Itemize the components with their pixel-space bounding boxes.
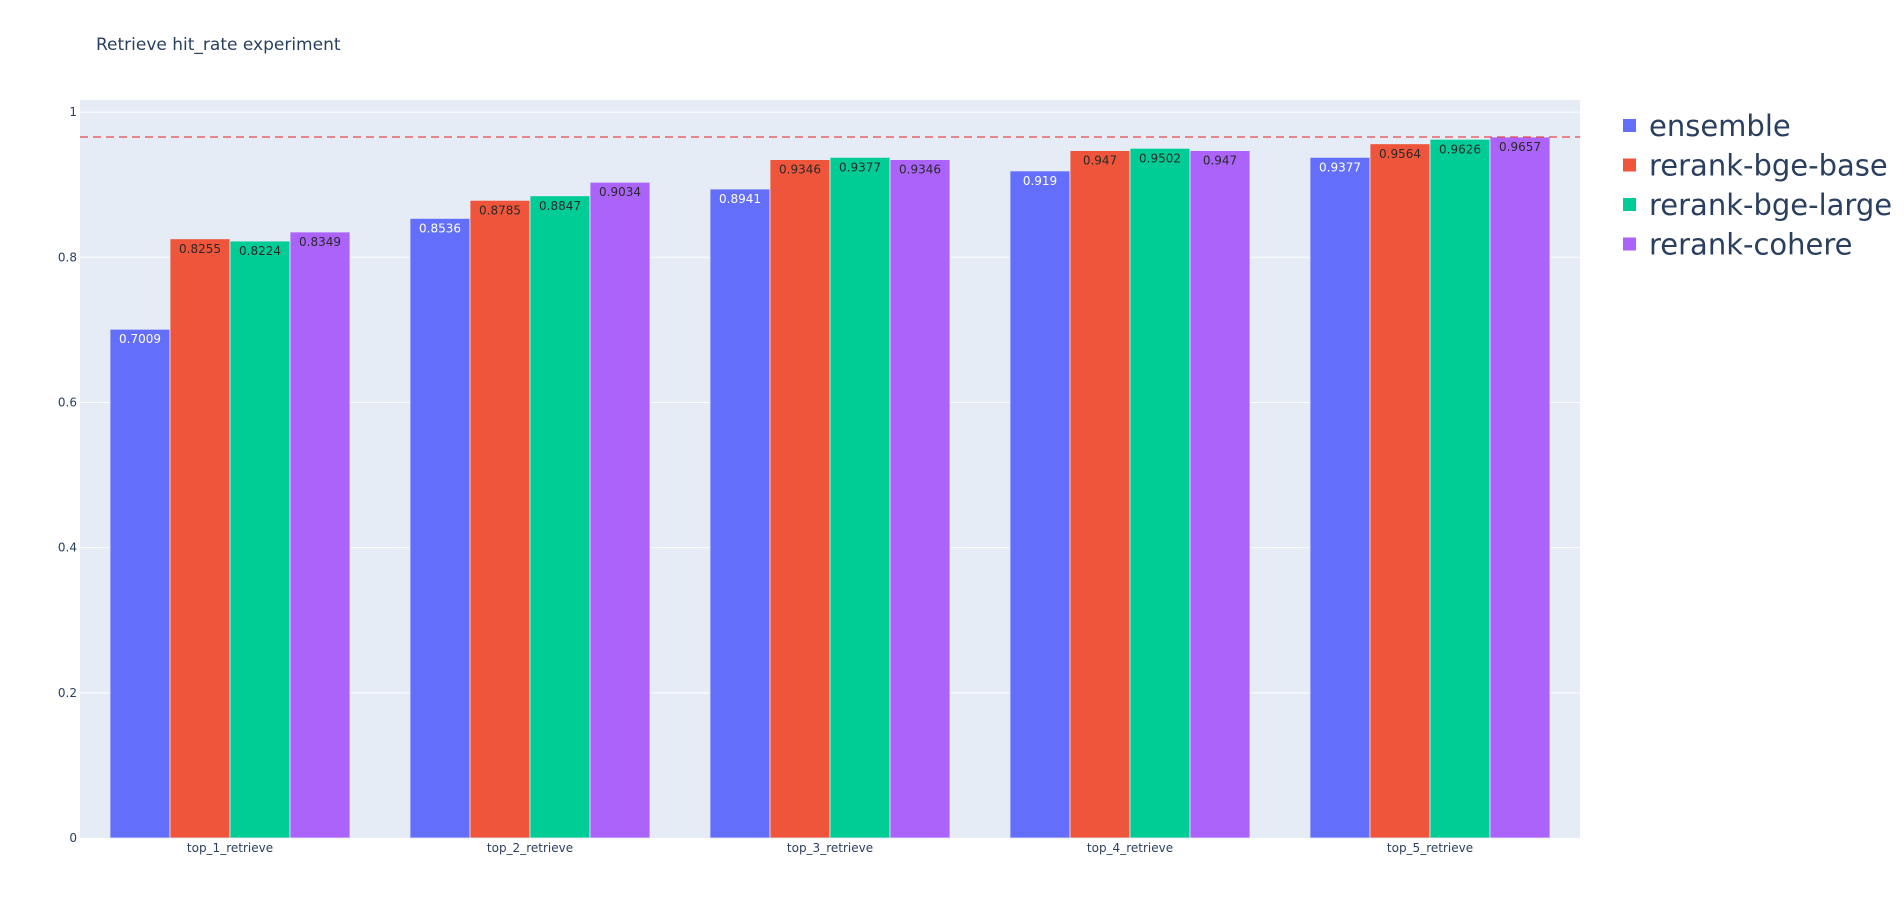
legend-item-rerank-bge-base[interactable]: rerank-bge-base	[1649, 149, 1888, 183]
bar-ensemble-top_2_retrieve	[409, 217, 471, 839]
bar-ensemble-top_1_retrieve	[109, 328, 171, 839]
bar-value-label: 0.8349	[299, 235, 341, 249]
bar-value-label: 0.9346	[779, 163, 821, 177]
bar-ensemble-top_4_retrieve	[1009, 170, 1071, 839]
bar-value-label: 0.8785	[479, 203, 521, 217]
x-tick-label: top_3_retrieve	[787, 841, 873, 855]
bar-value-label: 0.9377	[1319, 160, 1361, 174]
bar-value-label: 0.9502	[1139, 151, 1181, 165]
y-tick-label: 0.2	[58, 686, 77, 700]
bar-value-label: 0.7009	[119, 332, 161, 346]
chart-title: Retrieve hit_rate experiment	[96, 35, 341, 55]
bar-value-label: 0.9377	[839, 160, 881, 174]
bar-rerank-bge-large-top_3_retrieve	[829, 156, 891, 839]
y-tick-label: 0.8	[58, 250, 77, 264]
bar-rerank-bge-base-top_3_retrieve	[769, 159, 831, 839]
bar-rerank-bge-base-top_4_retrieve	[1069, 150, 1131, 839]
bar-value-label: 0.947	[1083, 154, 1117, 168]
bar-value-label: 0.8847	[539, 199, 581, 213]
y-tick-label: 0.6	[58, 395, 77, 409]
bar-rerank-bge-large-top_4_retrieve	[1129, 147, 1191, 839]
legend-item-rerank-cohere[interactable]: rerank-cohere	[1649, 228, 1853, 262]
legend-swatch-ensemble[interactable]	[1623, 119, 1636, 132]
bar-ensemble-top_5_retrieve	[1309, 156, 1371, 839]
bar-rerank-cohere-top_4_retrieve	[1189, 150, 1251, 839]
legend-swatch-rerank-bge-base[interactable]	[1623, 158, 1636, 172]
bar-rerank-bge-large-top_5_retrieve	[1429, 138, 1491, 839]
bar-value-label: 0.9626	[1439, 142, 1481, 156]
bar-rerank-cohere-top_3_retrieve	[889, 159, 951, 839]
bar-rerank-bge-base-top_1_retrieve	[169, 238, 231, 839]
x-tick-label: top_2_retrieve	[487, 841, 573, 855]
legend-swatch-rerank-cohere[interactable]	[1623, 237, 1636, 251]
bar-value-label: 0.9346	[899, 163, 941, 177]
bar-ensemble-top_3_retrieve	[709, 188, 771, 839]
legend-swatch-rerank-bge-large[interactable]	[1623, 198, 1636, 211]
bar-value-label: 0.9657	[1499, 140, 1541, 154]
legend-item-ensemble[interactable]: ensemble	[1649, 109, 1791, 143]
bar-value-label: 0.8224	[239, 244, 281, 258]
bar-value-label: 0.8536	[419, 221, 461, 235]
bar-rerank-bge-base-top_5_retrieve	[1369, 143, 1431, 839]
bar-rerank-bge-base-top_2_retrieve	[469, 199, 531, 839]
bar-rerank-cohere-top_1_retrieve	[289, 231, 351, 839]
bar-rerank-bge-large-top_1_retrieve	[229, 240, 291, 839]
bar-rerank-bge-large-top_2_retrieve	[529, 195, 591, 839]
bar-rerank-cohere-top_2_retrieve	[589, 181, 651, 839]
legend-item-rerank-bge-large[interactable]: rerank-bge-large	[1649, 188, 1892, 222]
bar-value-label: 0.8255	[179, 242, 221, 256]
y-tick-label: 0.4	[58, 541, 77, 555]
bar-value-label: 0.919	[1023, 174, 1057, 188]
y-tick-label: 0	[69, 831, 77, 845]
x-tick-label: top_4_retrieve	[1087, 841, 1173, 855]
y-tick-label: 1	[69, 105, 77, 119]
x-tick-label: top_1_retrieve	[187, 841, 273, 855]
bar-value-label: 0.9564	[1379, 147, 1421, 161]
bar-value-label: 0.947	[1203, 154, 1237, 168]
x-tick-label: top_5_retrieve	[1387, 841, 1473, 855]
bar-value-label: 0.8941	[719, 192, 761, 206]
bar-rerank-cohere-top_5_retrieve	[1489, 136, 1551, 839]
bar-value-label: 0.9034	[599, 185, 641, 199]
